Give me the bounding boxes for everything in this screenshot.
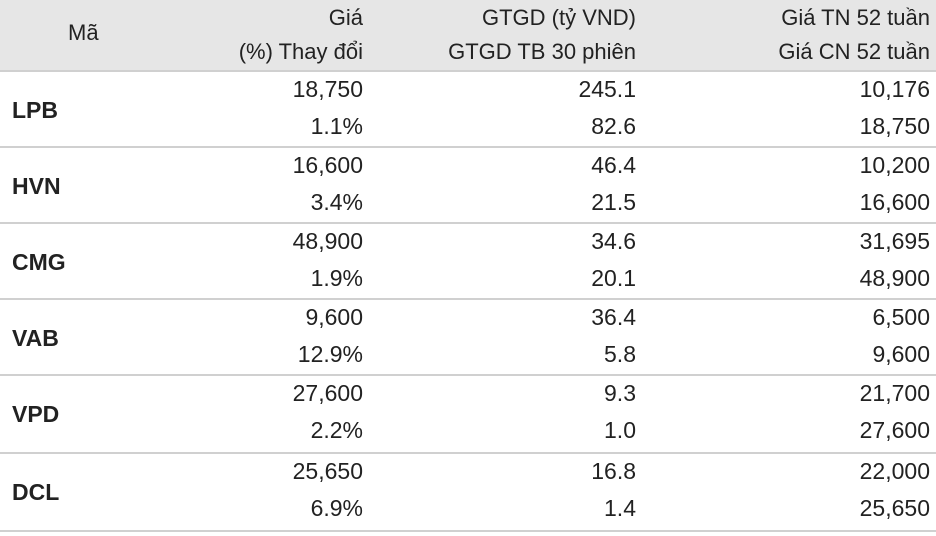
ticker-code: DCL [12, 479, 60, 505]
change-cell: 12.9% [297, 341, 363, 367]
trading-value-cell: 245.1 [578, 76, 636, 102]
header-change: (%) Thay đổi [238, 39, 363, 64]
avg-trading-value-cell: 82.6 [591, 113, 636, 139]
low-52w-cell: 21,700 [859, 380, 930, 406]
low-52w-cell: 22,000 [859, 458, 930, 484]
price-cell: 18,750 [292, 76, 363, 102]
table-row: VPD 27,600 2.2% 9.3 1.0 21,700 27,600 [0, 374, 936, 450]
header-52w-high: Giá CN 52 tuần [778, 39, 930, 64]
ticker-code: VPD [12, 401, 60, 427]
price-cell: 48,900 [292, 228, 363, 254]
table-row: VAB 9,600 12.9% 36.4 5.8 6,500 9,600 [0, 298, 936, 374]
table-row: HVN 16,600 3.4% 46.4 21.5 10,200 16,600 [0, 146, 936, 222]
table-row: CMG 48,900 1.9% 34.6 20.1 31,695 48,900 [0, 222, 936, 298]
ticker-code: LPB [12, 97, 58, 123]
price-cell: 25,650 [292, 458, 363, 484]
table-header: Mã Giá (%) Thay đổi GTGD (tỷ VND) GTGD T… [0, 0, 936, 70]
table-row: DCL 25,650 6.9% 16.8 1.4 22,000 25,650 [0, 452, 936, 528]
header-avg-trading-value: GTGD TB 30 phiên [448, 39, 636, 64]
low-52w-cell: 10,176 [859, 76, 930, 102]
trading-value-cell: 16.8 [591, 458, 636, 484]
ticker-code: HVN [12, 173, 61, 199]
change-cell: 2.2% [310, 417, 363, 443]
table-row: LPB 18,750 1.1% 245.1 82.6 10,176 18,750 [0, 70, 936, 146]
high-52w-cell: 25,650 [859, 495, 930, 521]
high-52w-cell: 48,900 [859, 265, 930, 291]
header-trading-value: GTGD (tỷ VND) [482, 5, 636, 30]
header-price: Giá [328, 5, 363, 30]
table-bottom-divider [0, 530, 936, 532]
low-52w-cell: 31,695 [859, 228, 930, 254]
change-cell: 1.9% [310, 265, 363, 291]
high-52w-cell: 16,600 [859, 189, 930, 215]
ticker-code: CMG [12, 249, 66, 275]
trading-value-cell: 36.4 [591, 304, 636, 330]
header-52w-low: Giá TN 52 tuần [781, 5, 930, 30]
avg-trading-value-cell: 1.0 [604, 417, 636, 443]
low-52w-cell: 10,200 [859, 152, 930, 178]
header-code: Mã [68, 20, 99, 45]
trading-value-cell: 34.6 [591, 228, 636, 254]
high-52w-cell: 18,750 [859, 113, 930, 139]
avg-trading-value-cell: 20.1 [591, 265, 636, 291]
avg-trading-value-cell: 21.5 [591, 189, 636, 215]
trading-value-cell: 9.3 [604, 380, 636, 406]
price-cell: 27,600 [292, 380, 363, 406]
change-cell: 1.1% [310, 113, 363, 139]
change-cell: 3.4% [310, 189, 363, 215]
high-52w-cell: 27,600 [859, 417, 930, 443]
low-52w-cell: 6,500 [872, 304, 930, 330]
trading-value-cell: 46.4 [591, 152, 636, 178]
high-52w-cell: 9,600 [872, 341, 930, 367]
change-cell: 6.9% [310, 495, 363, 521]
price-cell: 16,600 [292, 152, 363, 178]
avg-trading-value-cell: 1.4 [604, 495, 636, 521]
avg-trading-value-cell: 5.8 [604, 341, 636, 367]
ticker-code: VAB [12, 325, 59, 351]
price-cell: 9,600 [305, 304, 363, 330]
